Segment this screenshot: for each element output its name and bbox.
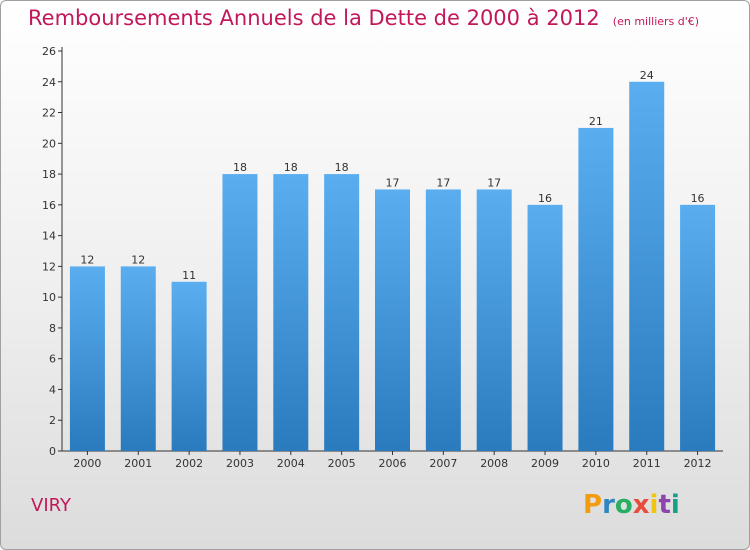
- x-tick-label: 2003: [226, 457, 254, 470]
- logo-letter: r: [602, 490, 615, 520]
- bar-2001: [120, 266, 156, 451]
- title-row: Remboursements Annuels de la Dette de 20…: [28, 6, 699, 30]
- data-label-2011: 24: [640, 69, 654, 82]
- y-tick-label: 14: [42, 230, 56, 243]
- location-label: VIRY: [31, 495, 71, 516]
- logo-letter: t: [658, 490, 671, 520]
- y-tick-label: 10: [42, 291, 56, 304]
- y-tick-label: 8: [49, 322, 56, 335]
- y-tick-label: 0: [49, 445, 56, 458]
- y-tick-label: 22: [42, 107, 56, 120]
- bar-2005: [324, 174, 360, 452]
- logo-letter: i: [649, 490, 659, 520]
- data-label-2010: 21: [589, 115, 603, 128]
- bar-2002: [171, 281, 207, 451]
- chart-labels: 2000 12 2001 12 2002 11 2003 18 2004 18 2005 18 2006…: [73, 69, 711, 470]
- x-tick-label: 2005: [328, 457, 356, 470]
- y-tick-label: 12: [42, 260, 56, 273]
- data-label-2006: 17: [386, 176, 400, 189]
- bar-2010: [578, 127, 614, 451]
- data-label-2005: 18: [335, 161, 349, 174]
- data-label-2008: 17: [487, 176, 501, 189]
- bar-2000: [69, 266, 105, 451]
- x-tick-label: 2007: [429, 457, 457, 470]
- bar-2006: [375, 189, 410, 451]
- chart-bars: [69, 81, 716, 452]
- x-tick-label: 2010: [582, 457, 610, 470]
- data-label-2000: 12: [80, 253, 94, 266]
- data-label-2003: 18: [233, 161, 247, 174]
- x-tick-label: 2011: [633, 457, 661, 470]
- y-tick-label: 16: [42, 199, 56, 212]
- x-tick-label: 2001: [124, 457, 152, 470]
- data-label-2009: 16: [538, 192, 552, 205]
- y-tick-label: 2: [49, 414, 56, 427]
- y-tick-label: 26: [42, 45, 56, 58]
- logo-letter: i: [670, 490, 680, 520]
- x-tick-label: 2009: [531, 457, 559, 470]
- y-tick-label: 18: [42, 168, 56, 181]
- chart-subtitle: (en milliers d'€): [612, 15, 700, 28]
- bar-2003: [222, 174, 258, 452]
- data-label-2012: 16: [691, 192, 705, 205]
- data-label-2004: 18: [284, 161, 298, 174]
- x-tick-label: 2002: [175, 457, 203, 470]
- x-tick-label: 2012: [684, 457, 712, 470]
- y-tick-label: 24: [42, 76, 56, 89]
- data-label-2002: 11: [182, 269, 196, 282]
- x-tick-label: 2000: [73, 457, 101, 470]
- logo-letter: P: [583, 490, 603, 520]
- x-tick-label: 2008: [480, 457, 508, 470]
- bar-2004: [273, 174, 309, 452]
- bar-2012: [680, 204, 716, 451]
- bar-2009: [527, 204, 563, 451]
- chart-title: Remboursements Annuels de la Dette de 20…: [28, 6, 600, 30]
- bar-2007: [425, 189, 461, 451]
- data-label-2001: 12: [131, 253, 145, 266]
- y-tick-label: 4: [49, 383, 56, 396]
- x-tick-label: 2006: [379, 457, 407, 470]
- y-tick-label: 20: [42, 137, 56, 150]
- proxiti-logo[interactable]: Proxiti: [583, 490, 680, 520]
- bar-2011: [629, 81, 665, 452]
- logo-letter: x: [632, 490, 650, 520]
- bar-2008: [476, 189, 512, 451]
- logo-letter: o: [614, 490, 633, 520]
- data-label-2007: 17: [436, 176, 450, 189]
- x-tick-label: 2004: [277, 457, 305, 470]
- y-tick-label: 6: [49, 353, 56, 366]
